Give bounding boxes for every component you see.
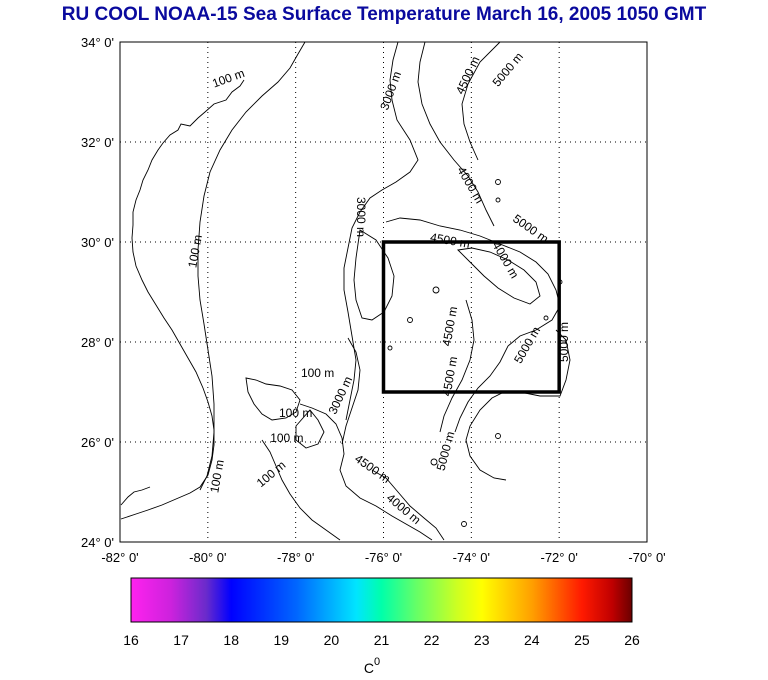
colorbar-tick-label: 25 [574, 632, 590, 648]
colorbar-tick-label: 18 [223, 632, 239, 648]
contour-lines [120, 41, 571, 541]
contour-label: 4500 m [352, 452, 393, 486]
contour-label: 3000 m [354, 197, 368, 237]
colorbar-tick-labels: 16 17 18 19 20 21 22 23 24 25 26 [123, 632, 640, 648]
colorbar-tick-label: 23 [474, 632, 490, 648]
lat-tick-label: 28° 0' [81, 335, 114, 350]
florida-gulf-coast [120, 486, 151, 506]
isobath-4500m-south [439, 299, 475, 433]
colorbar-tick-label: 16 [123, 632, 139, 648]
contour-label: 100 m [210, 66, 246, 91]
isobath-100m-shelf [197, 41, 306, 491]
lon-tick-label: -80° 0' [189, 550, 226, 565]
lon-tick-label: -72° 0' [541, 550, 578, 565]
colorbar-tick-label: 24 [524, 632, 540, 648]
lon-tick-label: -82° 0' [101, 550, 138, 565]
contour-label: 100 m [270, 431, 303, 445]
contour-label: 100 m [254, 458, 289, 490]
lon-tick-label: -74° 0' [453, 550, 490, 565]
region-box [381, 240, 561, 394]
sst-colorbar [130, 577, 633, 623]
contour-label: 100 m [279, 406, 312, 420]
contour-label: 4500 m [439, 305, 460, 347]
seamount [432, 286, 440, 294]
contour-label: 4000 m [454, 164, 486, 206]
map-title: RU COOL NOAA-15 Sea Surface Temperature … [61, 4, 707, 25]
bahamas-little-bank [245, 377, 301, 421]
latitude-tick-labels: 24° 0' 26° 0' 28° 0' 30° 0' 32° 0' 34° 0' [81, 35, 114, 550]
contour-label: 4000 m [489, 239, 521, 281]
seamount [495, 179, 501, 185]
seamount [430, 458, 438, 466]
contour-label: 4500 m [439, 355, 460, 397]
colorbar-tick-label: 17 [173, 632, 189, 648]
colorbar-tick-label: 20 [324, 632, 340, 648]
bahamas-eleuthera [341, 337, 361, 445]
contour-label: 4500 m [429, 230, 471, 251]
bahamas-great-bank [299, 403, 433, 541]
contour-label: 5000 m [557, 322, 571, 362]
contour-label: 4500 m [453, 54, 483, 96]
bahamas-andros [261, 439, 341, 541]
isobath-5000m-east [465, 329, 571, 481]
lat-tick-label: 32° 0' [81, 135, 114, 150]
isobath-inner-loop [457, 247, 541, 305]
colorbar-tick-label: 26 [624, 632, 640, 648]
lat-tick-label: 34° 0' [81, 35, 114, 50]
colorbar-tick-label: 19 [274, 632, 290, 648]
lon-tick-label: -70° 0' [628, 550, 665, 565]
contour-label: 5000 m [434, 430, 458, 472]
contour-label: 4000 m [384, 491, 424, 527]
colorbar-tick-label: 22 [424, 632, 440, 648]
lon-tick-label: -78° 0' [277, 550, 314, 565]
isobath-5000m [461, 41, 501, 161]
lat-tick-label: 30° 0' [81, 235, 114, 250]
blake-spur-ridge [353, 229, 395, 321]
lat-tick-label: 24° 0' [81, 535, 114, 550]
seamount [387, 345, 393, 351]
isobath-4500m [417, 41, 495, 227]
colorbar-tick-label: 21 [374, 632, 390, 648]
isobath-plateau-loop [385, 217, 561, 433]
contour-label: 5000 m [511, 324, 543, 366]
contour-label: 100 m [301, 366, 334, 380]
contour-label: 100 m [207, 459, 227, 494]
colorbar-unit: C0 [364, 656, 380, 676]
contour-label: 100 m [185, 234, 205, 269]
seamount [461, 521, 467, 527]
lon-tick-label: -76° 0' [365, 550, 402, 565]
seamount [407, 317, 413, 323]
contour-label: 5000 m [490, 50, 526, 90]
seamount [495, 197, 501, 203]
seamount [495, 433, 501, 439]
bahamas-inner-banks [295, 409, 325, 449]
contour-label: 3000 m [377, 69, 404, 111]
us-coastline [120, 79, 245, 520]
seamount [543, 315, 549, 321]
lat-tick-label: 26° 0' [81, 435, 114, 450]
bahamas-south-isobath [371, 469, 445, 541]
longitude-tick-labels: -82° 0' -80° 0' -78° 0' -76° 0' -74° 0' -72° … [101, 550, 665, 565]
